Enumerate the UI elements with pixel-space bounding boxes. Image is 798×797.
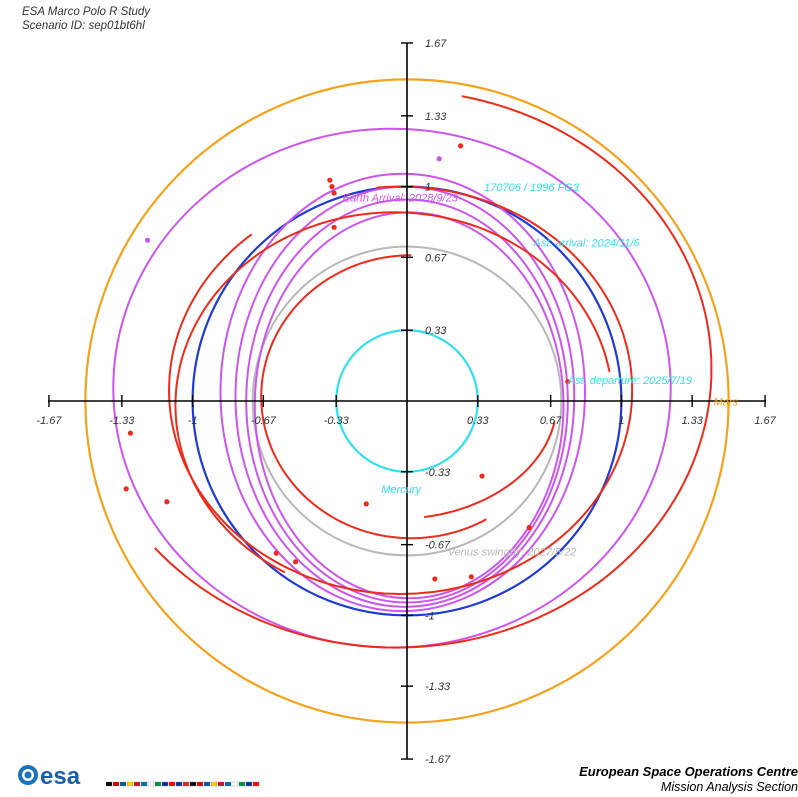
annotation-label: Mars <box>714 396 739 408</box>
esa-logo-graphic: esa <box>18 763 260 790</box>
x-tick-label: -1.67 <box>36 415 62 427</box>
y-tick-label: -1.67 <box>425 754 451 766</box>
esa-logo-text: esa <box>40 763 81 790</box>
event-marker <box>479 473 485 479</box>
event-marker <box>292 559 299 565</box>
event-marker <box>164 499 170 505</box>
event-marker <box>468 574 474 580</box>
annotation-label: Ast. departure: 2025/7/19 <box>567 375 692 387</box>
x-tick-label: -0.67 <box>251 415 277 427</box>
x-tick-label: -1 <box>188 415 198 427</box>
y-tick-label: 1.33 <box>425 111 447 123</box>
y-tick-label: -1.33 <box>425 681 451 693</box>
asteroid-orbit-5 <box>253 211 565 600</box>
y-tick-label: -1 <box>425 610 435 622</box>
event-marker <box>331 190 337 196</box>
y-tick-label: 0.67 <box>425 252 447 264</box>
y-tick-label: 0.33 <box>425 325 447 337</box>
transfer-arcs <box>154 95 713 649</box>
event-marker <box>327 177 333 183</box>
tick-labels: -1.67 -1.33 -1 -0.67 -0.33 0.33 0.67 1 1.33 1.67 1… <box>36 38 776 766</box>
annotation-label: Mercury <box>381 484 422 496</box>
event-marker <box>123 486 129 492</box>
y-tick-label: -0.67 <box>425 540 451 552</box>
event-marker <box>273 550 279 556</box>
event-marker <box>432 576 438 582</box>
event-marker <box>363 501 369 507</box>
transfer-arc-4 <box>260 254 487 540</box>
esa-logo: esa <box>14 762 264 797</box>
annotation-label: Earth Arrival: 2028/9/23 <box>343 193 459 205</box>
asteroid-orbit-1 <box>112 127 672 649</box>
asteroid-orbit-2 <box>219 172 586 613</box>
x-tick-label: 1.33 <box>681 415 703 427</box>
annotation-label: Ast. arrival: 2024/11/6 <box>532 238 640 250</box>
axes <box>48 42 766 760</box>
event-marker <box>329 184 335 190</box>
footer-org: European Space Operations Centre <box>579 764 798 779</box>
annotation-label: 170706 / 1996 FG3 <box>484 182 580 194</box>
x-tick-label: -1.33 <box>109 415 135 427</box>
x-tick-label: 0.67 <box>540 415 562 427</box>
event-marker <box>144 237 151 243</box>
transfer-arc-2 <box>167 185 634 596</box>
event-marker <box>526 524 532 531</box>
x-tick-label: 1.67 <box>754 415 776 427</box>
x-tick-label: -0.33 <box>324 415 350 427</box>
event-marker <box>436 156 442 162</box>
x-tick-label: 0.33 <box>467 415 489 427</box>
annotation-label: Venus swingby: 2027/5/22 <box>448 546 577 558</box>
scenario-id: Scenario ID: sep01bt6hl <box>22 20 145 32</box>
transfer-arc-1 <box>154 95 713 649</box>
member-flags-icon <box>105 781 260 787</box>
x-tick-label: 1 <box>618 415 624 427</box>
y-tick-label: 1 <box>425 182 431 194</box>
study-title: ESA Marco Polo R Study <box>22 6 151 18</box>
event-markers <box>123 143 571 582</box>
transfer-arc-5 <box>424 421 556 519</box>
footer-section: Mission Analysis Section <box>660 780 798 794</box>
y-tick-label: 1.67 <box>425 38 447 50</box>
event-marker <box>565 379 571 385</box>
event-marker <box>458 143 464 149</box>
y-tick-label: -0.33 <box>425 467 451 479</box>
transfer-arc-3 <box>174 211 611 574</box>
annotations: 170706 / 1996 FG3 Earth Arrival: 2028/9/2… <box>343 182 739 558</box>
event-marker <box>127 430 134 436</box>
asteroid-orbits <box>112 127 672 649</box>
event-marker <box>331 224 337 230</box>
